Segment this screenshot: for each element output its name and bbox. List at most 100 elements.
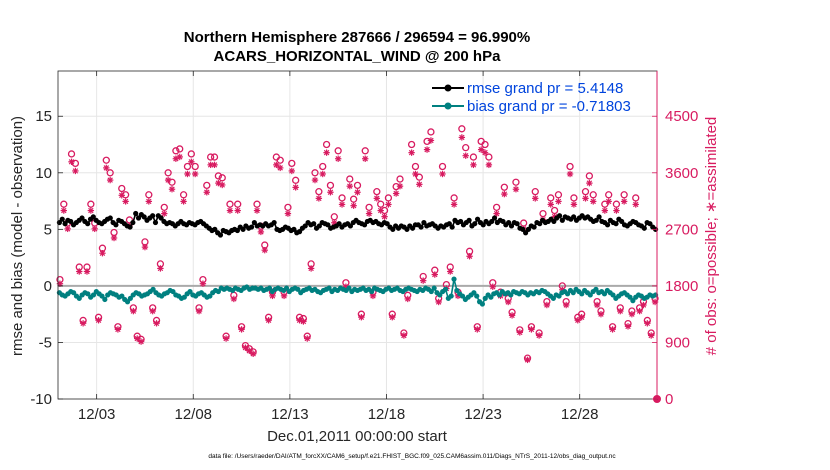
asterisk-stroke [598, 311, 604, 317]
obs-possible-point [589, 191, 597, 199]
obs-assimilated-point [230, 295, 238, 303]
obs-assimilated-point [365, 210, 373, 217]
rmse-point [127, 224, 133, 230]
rmse-point [271, 219, 277, 226]
data-file-footer: data file: /Users/raeder/DAI/ATM_forcXX/… [208, 453, 616, 460]
obs-assimilated-point [191, 170, 199, 178]
obs-assimilated-point [300, 318, 307, 325]
obs-possible-point [330, 213, 338, 221]
obs-possible-point [226, 200, 234, 208]
obs-assimilated-point [447, 268, 454, 275]
rmse-point [449, 224, 455, 230]
plot-area-frame [57, 70, 658, 400]
asterisk-stroke [99, 250, 106, 256]
obs-assimilated-point [157, 265, 164, 272]
obs-assimilated-point [307, 265, 315, 272]
asterisk-stroke [196, 308, 202, 314]
rmse-point [596, 214, 602, 220]
obs-assimilated-point [226, 207, 234, 214]
asterisk-stroke [582, 195, 589, 202]
obs-possible-point [512, 178, 520, 186]
asterisk-stroke [621, 198, 627, 205]
obs-possible-point [206, 153, 215, 161]
asterisk-stroke [327, 189, 334, 195]
asterisk-stroke [234, 207, 241, 214]
obs-assimilated-point [311, 176, 319, 184]
asterisk-stroke [354, 189, 361, 195]
rmse-point [613, 221, 619, 227]
obs-assimilated-point [427, 137, 435, 144]
asterisk-stroke [339, 201, 345, 208]
grid [58, 71, 657, 399]
obs-assimilated-point [543, 301, 551, 309]
obs-assimilated-point [628, 310, 636, 318]
asterisk-stroke [405, 296, 411, 302]
obs-possible-point [384, 194, 393, 202]
rmse-point [418, 224, 424, 230]
asterisk-stroke [107, 177, 113, 183]
asterisk-stroke [633, 201, 639, 208]
asterisk-stroke [292, 184, 299, 191]
obs-assimilated-point [103, 164, 110, 172]
obs-assimilated-point [613, 207, 620, 214]
obs-assimilated-point [288, 167, 296, 175]
y-tick-label: 0 [44, 278, 52, 295]
obs-assimilated-point [114, 326, 122, 333]
asterisk-stroke [157, 265, 164, 272]
obs-assimilated-point [373, 195, 381, 202]
asterisk-stroke [316, 195, 322, 202]
obs-assimilated-point [161, 210, 168, 217]
asterisk-stroke [385, 201, 392, 208]
obs-assimilated-point [389, 314, 396, 321]
asterisk-stroke [211, 162, 218, 168]
right-tick-label: 900 [665, 334, 690, 351]
legend-rmse-label: rmse grand pr = 5.4148 [467, 80, 623, 97]
obs-possible-point [377, 200, 385, 208]
obs-assimilated-point [319, 170, 326, 178]
asterisk-stroke [68, 159, 75, 165]
obs-possible-point [427, 128, 435, 136]
obs-assimilated-point [99, 250, 106, 257]
asterisk-stroke [609, 326, 616, 333]
obs-assimilated-point [219, 181, 226, 189]
obs-assimilated-point [284, 210, 292, 217]
obs-possible-point [276, 156, 284, 164]
asterisk-stroke [432, 271, 438, 278]
obs-possible-point [632, 194, 640, 202]
obs-assimilated-point [593, 301, 601, 309]
obs-assimilated-point [620, 198, 628, 205]
obs-possible-point [585, 172, 594, 180]
rmse-point [531, 224, 537, 230]
obs-assimilated-point [315, 195, 323, 202]
asterisk-stroke [103, 165, 110, 171]
obs-assimilated-point [535, 332, 543, 339]
rmse-point [514, 221, 520, 227]
obs-possible-point [481, 140, 489, 149]
obs-possible-point [67, 150, 76, 158]
obs-possible-point [365, 203, 373, 212]
obs-assimilated-point [211, 161, 218, 169]
obs-possible-point [407, 140, 416, 149]
asterisk-stroke [578, 314, 585, 320]
obs-assimilated-point [188, 158, 195, 165]
obs-assimilated-point [137, 338, 145, 345]
obs-assimilated-point [385, 201, 392, 208]
bias-point [474, 293, 480, 299]
asterisk-stroke [149, 308, 156, 314]
obs-assimilated-point [72, 167, 79, 175]
obs-assimilated-point [234, 207, 241, 214]
right-tick-label: 2700 [665, 221, 698, 238]
asterisk-stroke [219, 182, 225, 188]
obs-assimilated-point [547, 201, 554, 208]
asterisk-stroke [389, 314, 396, 320]
asterisk-stroke [130, 308, 137, 314]
obs-assimilated-point [238, 326, 245, 333]
y-tick-label: 10 [35, 165, 52, 182]
obs-possible-point [214, 172, 223, 180]
obs-assimilated-point [474, 326, 481, 333]
legend-bias-label: bias grand pr = -0.71803 [467, 98, 631, 115]
rmse-point [133, 210, 139, 217]
x-axis-label: Dec.01,2011 00:00:00 start [267, 428, 448, 445]
asterisk-stroke [393, 190, 399, 197]
obs-assimilated-point [149, 307, 156, 315]
